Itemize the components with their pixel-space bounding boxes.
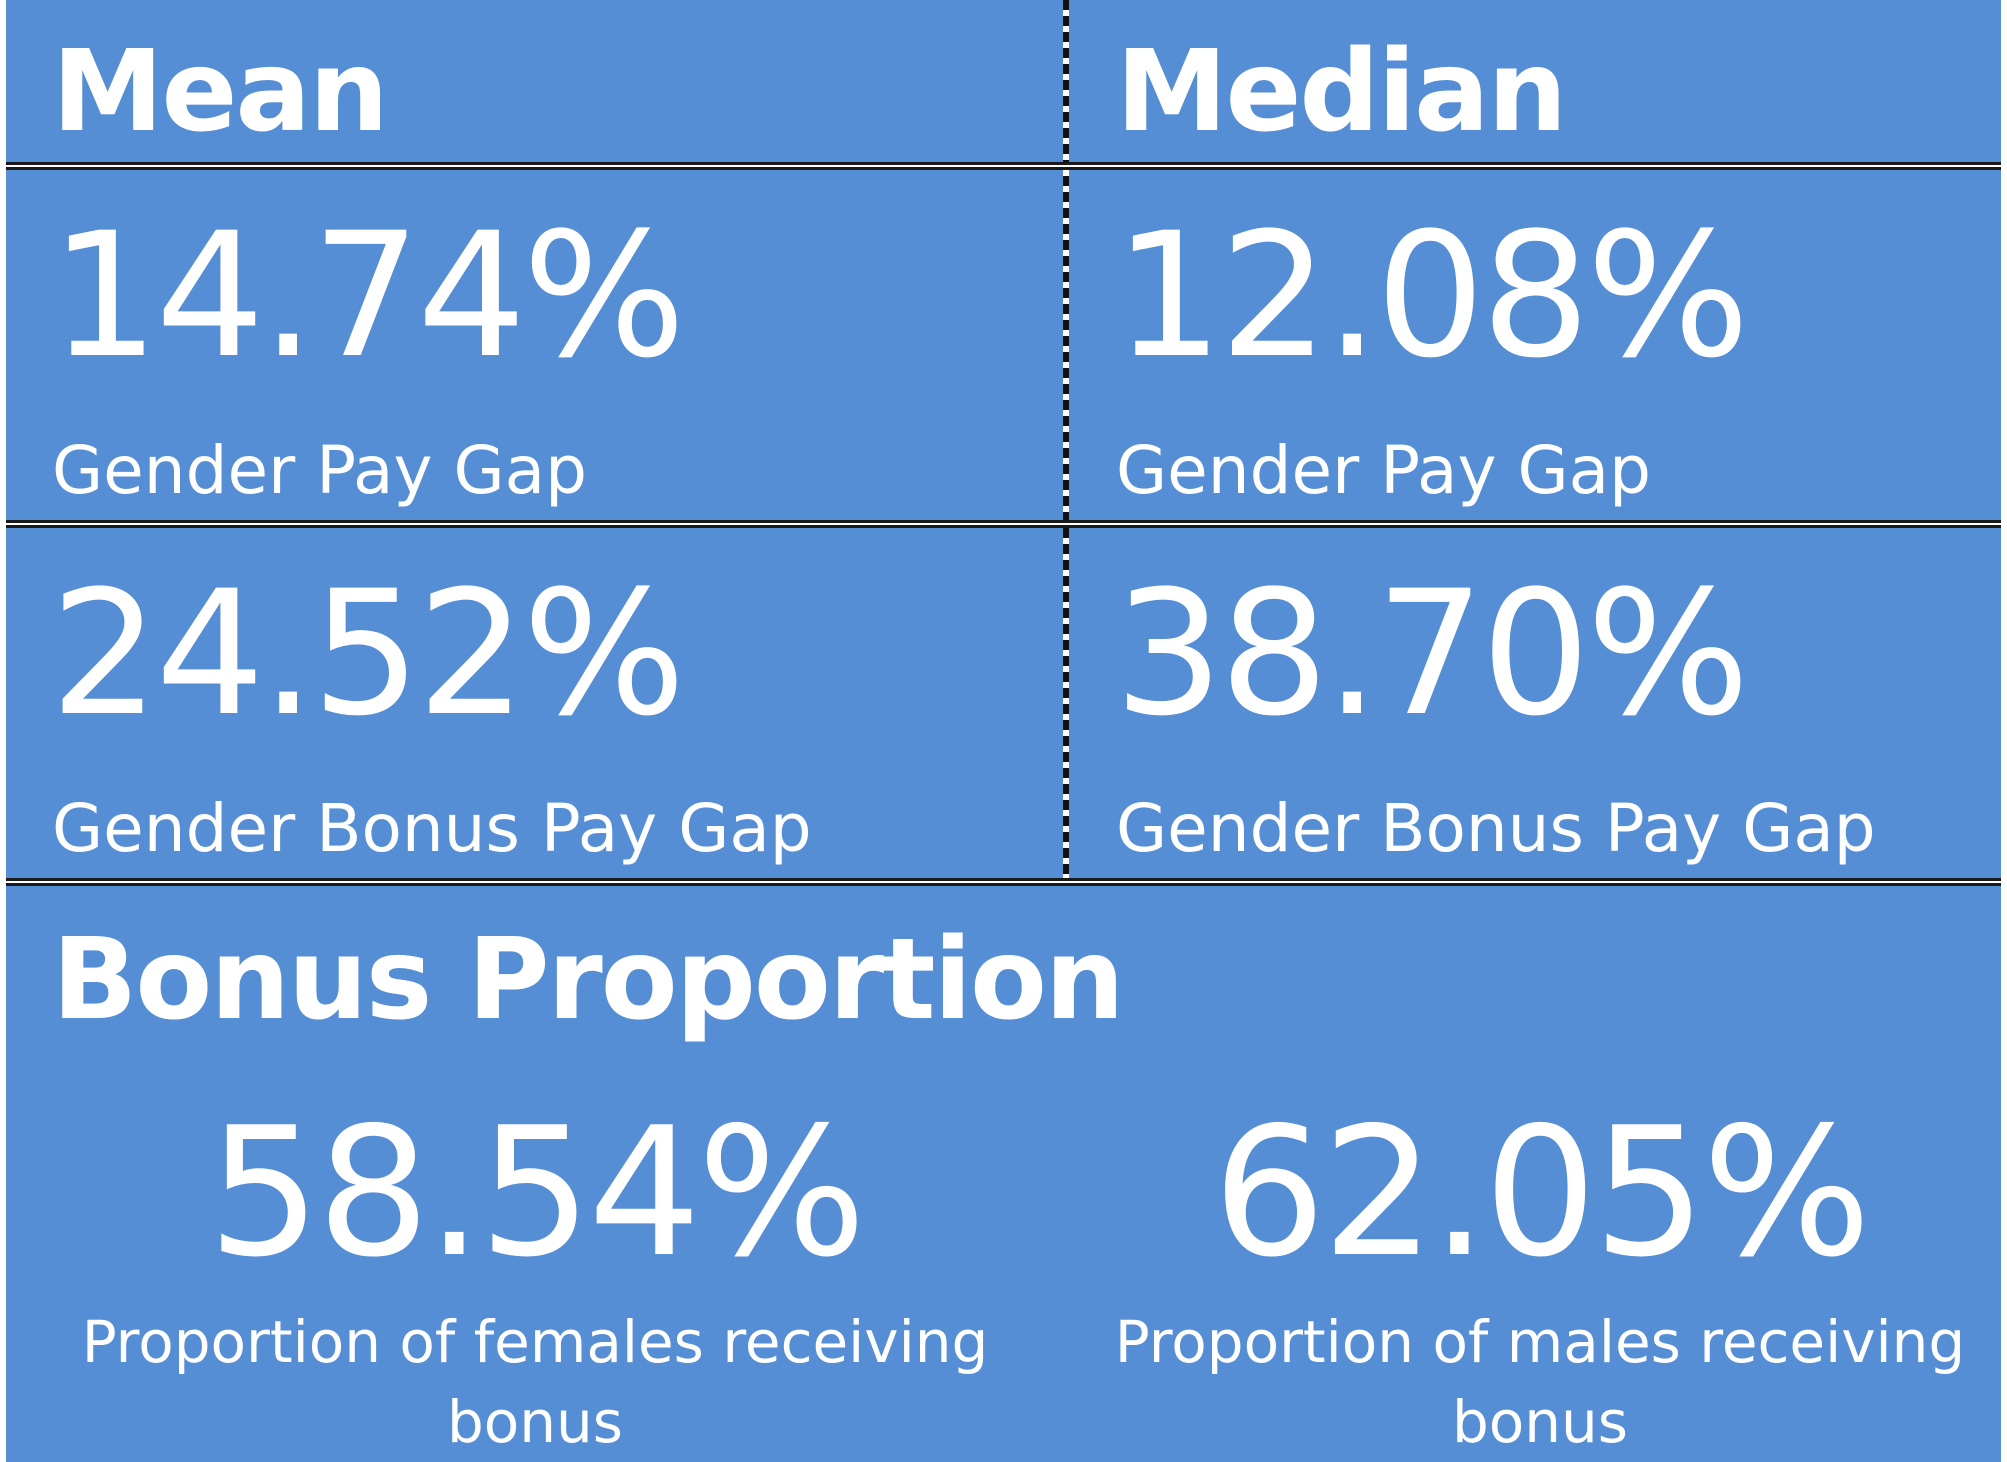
median-pay-gap-value: 12.08%	[1114, 195, 1750, 396]
frame-right-border	[2001, 0, 2007, 1462]
header-divider	[6, 162, 2001, 170]
column-divider	[1063, 0, 1069, 882]
male-bonus-proportion-value: 62.05%	[1212, 1089, 1872, 1296]
female-bonus-proportion-label: Proportion of females receiving bonus	[81, 1308, 989, 1456]
mean-heading: Mean	[52, 27, 389, 157]
mean-bonus-pay-gap-label: Gender Bonus Pay Gap	[52, 790, 812, 867]
median-bonus-pay-gap-label: Gender Bonus Pay Gap	[1116, 790, 1876, 867]
pay-gap-divider	[6, 520, 2001, 528]
mean-bonus-pay-gap-value: 24.52%	[50, 553, 686, 754]
bonus-gap-divider	[6, 878, 2001, 886]
female-bonus-proportion-value: 58.54%	[207, 1089, 867, 1296]
median-pay-gap-label: Gender Pay Gap	[1116, 432, 1651, 509]
bonus-proportion-title: Bonus Proportion	[52, 915, 1125, 1045]
median-bonus-pay-gap-value: 38.70%	[1114, 553, 1750, 754]
median-heading: Median	[1116, 27, 1567, 157]
mean-pay-gap-label: Gender Pay Gap	[52, 432, 587, 509]
mean-pay-gap-value: 14.74%	[50, 195, 686, 396]
frame-left-border	[0, 0, 6, 1462]
male-bonus-proportion-label: Proportion of males receiving bonus	[1114, 1308, 1966, 1456]
